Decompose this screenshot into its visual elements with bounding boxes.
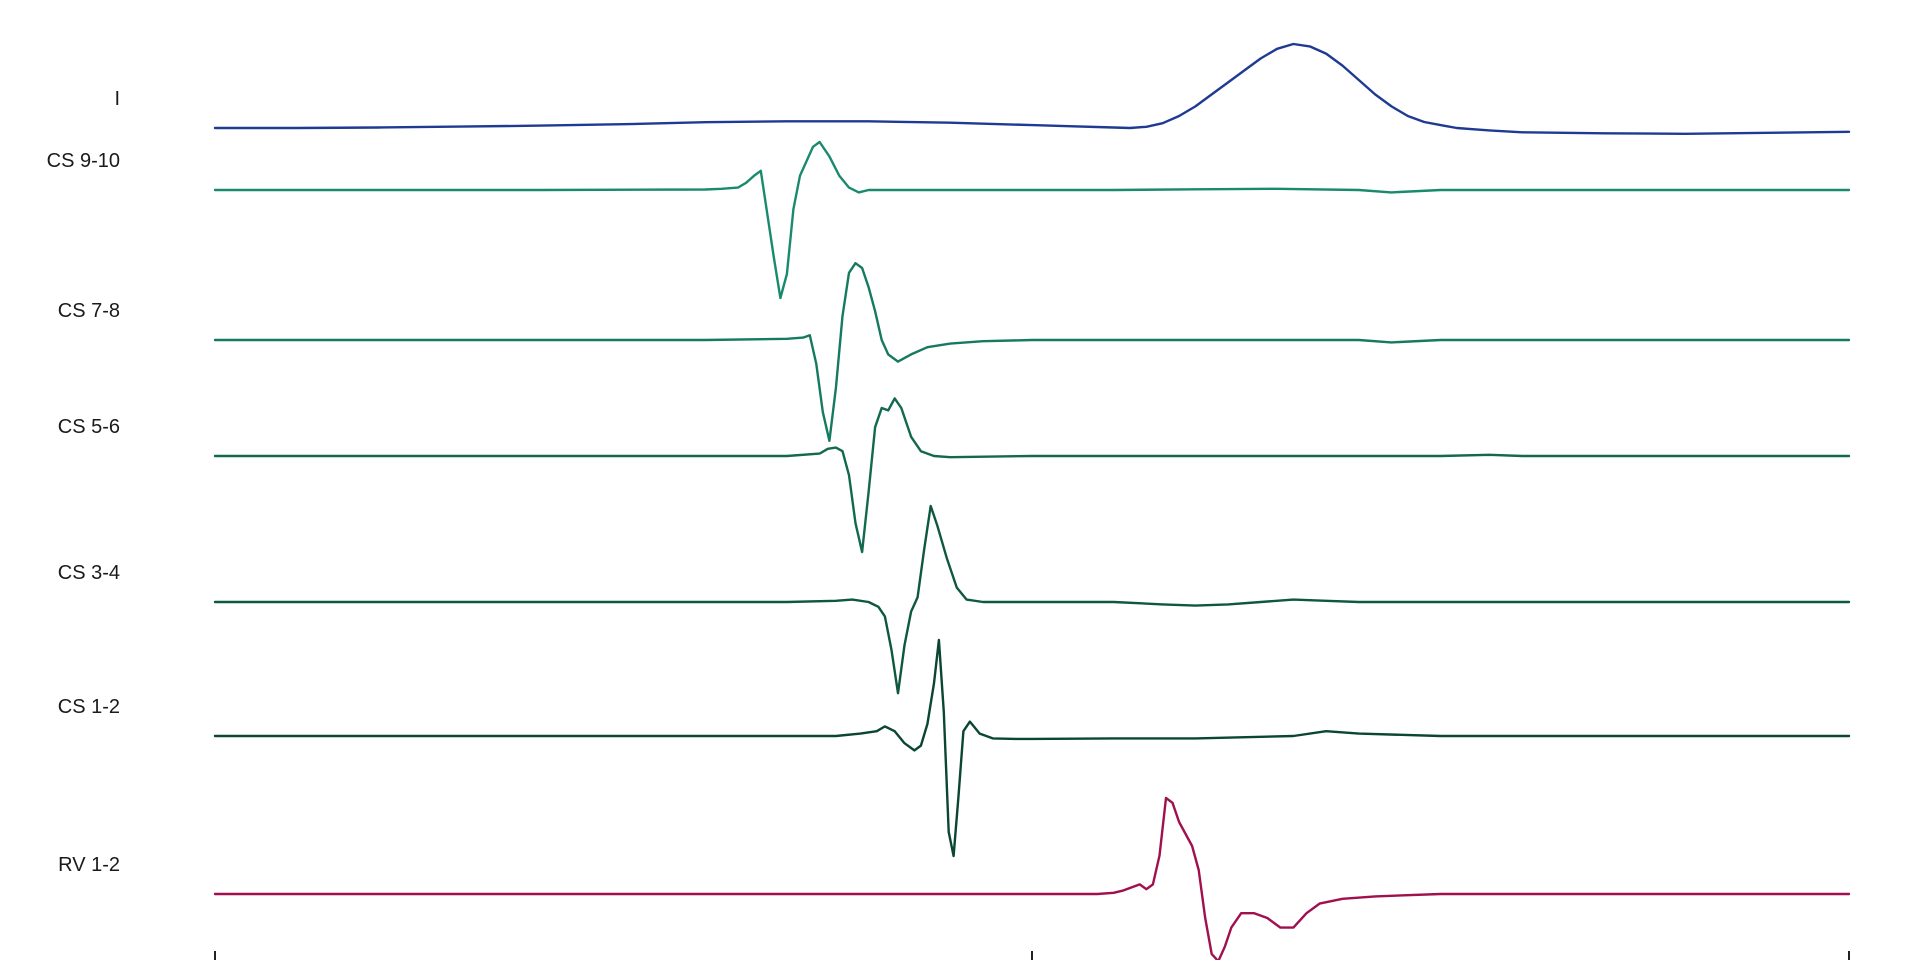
trace-rv-1-2: [213, 796, 1851, 960]
lead-label-cs-1-2: CS 1-2: [58, 696, 120, 718]
trace-cs-1-2: [213, 638, 1851, 858]
x-axis-ticks: [214, 951, 1850, 960]
egm-traces: [213, 42, 1851, 960]
lead-label-cs-9-10: CS 9-10: [47, 150, 120, 172]
trace-i: [213, 42, 1851, 135]
lead-label-cs-7-8: CS 7-8: [58, 300, 120, 322]
lead-label-i: I: [114, 88, 120, 110]
lead-labels: I CS 9-10 CS 7-8 CS 5-6 CS 3-4 CS 1-2 RV 1-2: [47, 88, 120, 876]
trace-cs-5-6: [213, 397, 1851, 554]
trace-cs-3-4: [213, 504, 1851, 695]
trace-cs-7-8: [213, 262, 1851, 442]
lead-label-cs-5-6: CS 5-6: [58, 416, 120, 438]
trace-cs-9-10: [213, 140, 1851, 300]
lead-label-cs-3-4: CS 3-4: [58, 562, 120, 584]
lead-label-rv-1-2: RV 1-2: [58, 854, 120, 876]
